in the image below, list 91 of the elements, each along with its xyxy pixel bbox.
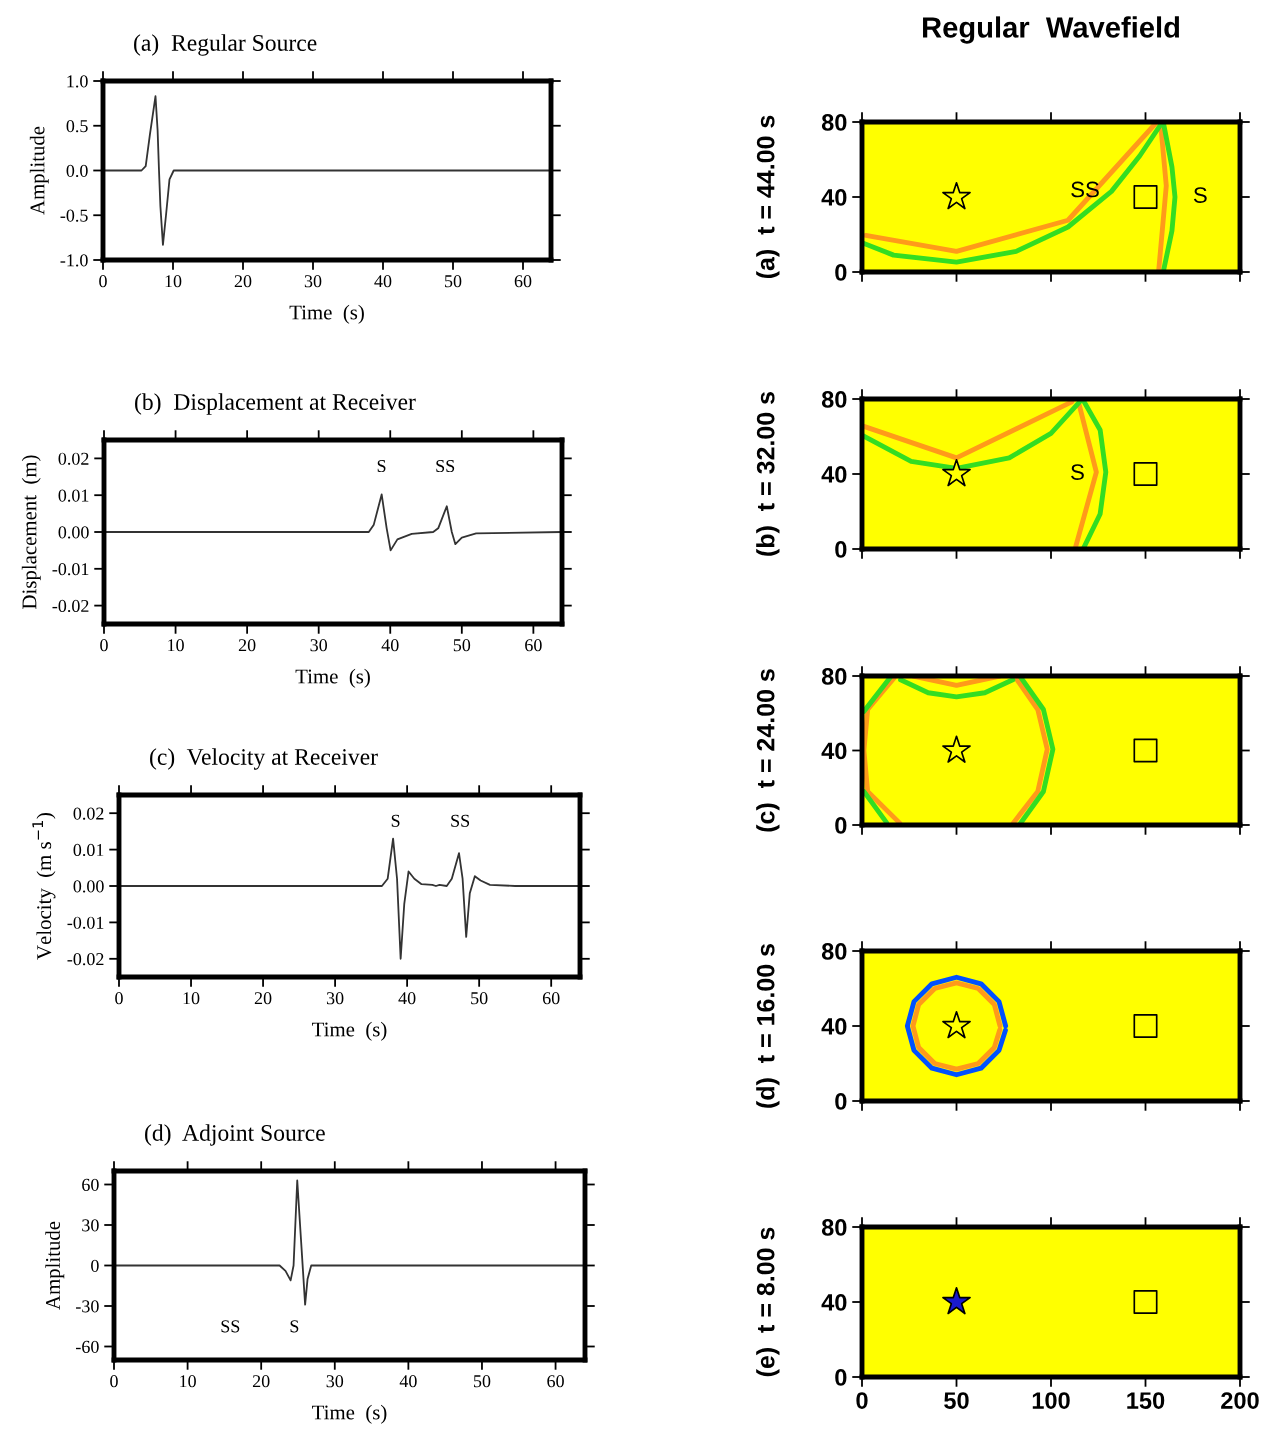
y-tick-label: 80	[821, 391, 847, 408]
y-tick-label: 40	[821, 742, 847, 760]
x-tick-label: 40	[399, 1375, 417, 1388]
y-tick-label: 0.5	[66, 120, 88, 133]
x-tick-label: 50	[453, 639, 471, 652]
y-tick-label: 40	[821, 1294, 847, 1311]
annotation: S	[391, 814, 400, 827]
annotation: SS	[436, 459, 455, 473]
chart-title: (c) Velocity at Receiver	[150, 748, 378, 770]
y-axis-title: Amplitude	[45, 1221, 65, 1310]
y-tick-label: -0.01	[52, 563, 89, 576]
x-tick-label: 40	[398, 992, 416, 1005]
x-tick-label: 200	[1221, 1392, 1259, 1409]
x-tick-label: 20	[234, 275, 252, 288]
x-tick-label: 20	[254, 992, 272, 1005]
annotation: S	[290, 1320, 299, 1333]
y-tick-label: -30	[76, 1300, 99, 1313]
y-axis-title: (e) t = 8.00 s	[756, 1227, 780, 1377]
annotation: S	[377, 459, 386, 473]
y-tick-label: -0.02	[67, 953, 104, 966]
annotation: SS	[451, 814, 470, 827]
y-tick-label: -0.01	[67, 916, 104, 929]
y-axis-title: (b) t = 32.00 s	[756, 392, 780, 556]
y-tick-label: 0.00	[58, 526, 89, 539]
annotation: S	[1193, 187, 1207, 203]
y-tick-label: 80	[821, 1219, 847, 1236]
y-tick-label: 0	[835, 541, 847, 558]
x-tick-label: 50	[445, 275, 462, 288]
annotation: SS	[221, 1320, 240, 1333]
x-tick-label: 40	[381, 639, 399, 652]
y-tick-label: 80	[821, 114, 847, 131]
x-tick-label: 10	[168, 639, 184, 652]
x-tick-label: 50	[473, 1375, 491, 1388]
y-tick-label: 0.02	[58, 452, 89, 465]
x-axis-title: Time (s)	[312, 1021, 387, 1041]
y-axis-title: (c) t = 24.00 s	[756, 669, 780, 832]
x-axis-title: Time (s)	[295, 668, 370, 688]
y-axis-title: (d) t = 16.00 s	[756, 944, 780, 1108]
x-tick-label: 30	[310, 639, 328, 652]
y-tick-label: 60	[82, 1178, 99, 1191]
x-tick-label: 50	[471, 992, 488, 1005]
y-tick-label: 80	[821, 668, 847, 685]
x-tick-label: 60	[514, 275, 532, 288]
y-axis-title: (a) t = 44.00 s	[756, 115, 780, 279]
chart-title: (d) Adjoint Source	[145, 1124, 325, 1146]
x-tick-label: 40	[374, 275, 392, 288]
x-tick-label: 0	[110, 1375, 118, 1388]
x-tick-label: 0	[115, 992, 123, 1005]
y-tick-label: 0.01	[73, 843, 104, 857]
chart-title: (a) Regular Source	[134, 34, 317, 56]
y-tick-label: 0.02	[73, 807, 104, 820]
y-tick-label: 40	[821, 466, 847, 483]
x-tick-label: 30	[326, 992, 344, 1005]
x-tick-label: 60	[547, 1375, 564, 1388]
x-tick-label: 60	[542, 992, 560, 1005]
y-tick-label: 0	[835, 817, 847, 834]
x-axis-title: Time (s)	[312, 1404, 387, 1424]
x-tick-label: 20	[238, 639, 256, 652]
y-tick-label: -0.02	[52, 599, 89, 613]
y-tick-label: 1.0	[67, 75, 88, 88]
y-tick-label: 80	[821, 943, 847, 960]
x-axis-title: Time (s)	[289, 304, 364, 324]
x-tick-label: 0	[856, 1392, 868, 1409]
x-tick-label: 60	[525, 639, 542, 652]
y-tick-label: 0.00	[73, 880, 104, 893]
x-tick-label: 30	[304, 275, 322, 288]
x-tick-label: 50	[944, 1392, 969, 1409]
y-tick-label: 40	[821, 1018, 847, 1035]
y-tick-label: -1.0	[60, 254, 88, 267]
y-axis-title: Displacement (m)	[21, 455, 41, 609]
annotation: S	[1071, 464, 1084, 480]
y-tick-label: 30	[82, 1219, 99, 1232]
y-tick-label: -0.5	[60, 209, 88, 222]
chart-title: (b) Displacement at Receiver	[135, 393, 416, 415]
annotation: SS	[1071, 181, 1099, 198]
x-tick-label: 150	[1127, 1392, 1165, 1409]
y-tick-label: 0	[835, 1093, 847, 1110]
y-tick-label: 0	[91, 1259, 99, 1272]
x-tick-label: 20	[252, 1375, 270, 1388]
y-tick-label: 0.01	[58, 489, 89, 502]
y-tick-label: 40	[821, 189, 847, 206]
y-axis-title: Amplitude	[29, 126, 49, 215]
y-axis-title: Velocity (m s$^{−1}$)	[32, 813, 56, 960]
x-tick-label: 10	[183, 992, 200, 1005]
x-tick-label: 30	[326, 1375, 344, 1388]
y-tick-label: -60	[76, 1340, 99, 1353]
y-tick-label: 0.0	[66, 164, 88, 178]
x-tick-label: 100	[1032, 1392, 1070, 1409]
chart-title: Regular Wavefield	[923, 16, 1180, 44]
x-tick-label: 10	[180, 1375, 196, 1388]
x-tick-label: 10	[165, 275, 182, 288]
